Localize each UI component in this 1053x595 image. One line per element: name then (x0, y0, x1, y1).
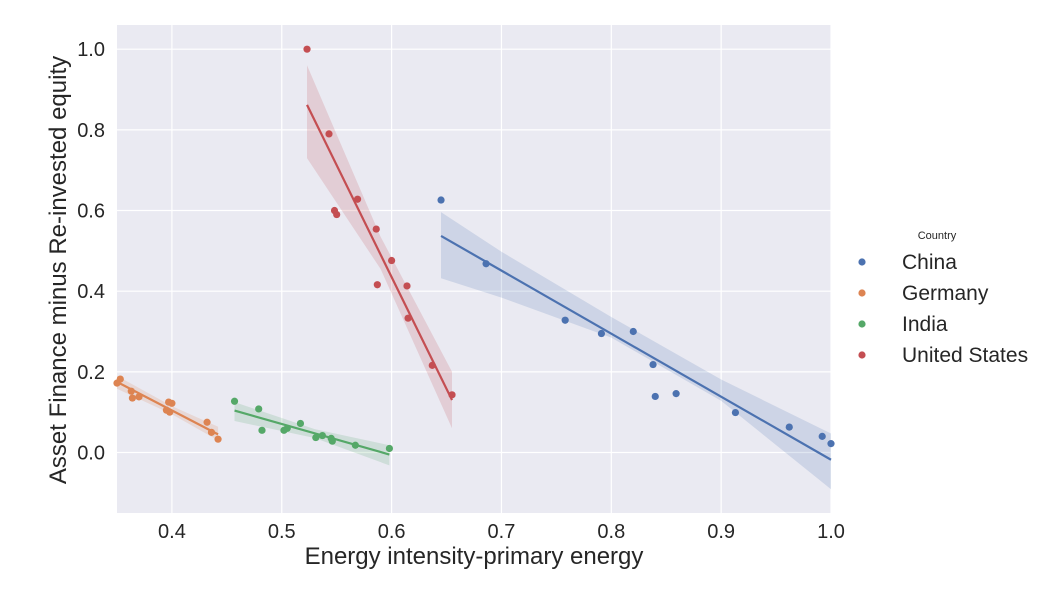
regression-line-india (234, 409, 390, 456)
data-point-china (827, 440, 835, 448)
data-point-china (672, 390, 680, 398)
data-point-united-states (428, 361, 436, 369)
y-tick-label: 0.2 (77, 362, 105, 384)
data-point-germany (166, 408, 174, 416)
x-tick-label: 0.9 (707, 521, 735, 543)
confidence-band-china (441, 212, 831, 490)
grid (117, 25, 832, 513)
data-point-united-states (373, 281, 381, 289)
data-point-china (437, 196, 445, 204)
scatter-points (113, 45, 835, 453)
legend-marker-china (858, 258, 866, 266)
data-point-united-states (333, 210, 341, 219)
data-point-united-states (372, 225, 380, 233)
x-tick-label: 0.8 (597, 521, 625, 543)
y-tick-label: 0.8 (77, 120, 105, 142)
x-tick-label: 1.0 (817, 521, 845, 543)
data-point-india (255, 405, 263, 413)
data-point-united-states (448, 391, 456, 399)
data-point-china (651, 392, 659, 401)
data-point-china (818, 432, 826, 440)
legend-title: Country (918, 230, 957, 242)
y-tick-label: 0.6 (77, 201, 105, 223)
regression-line-united-states (306, 104, 454, 401)
data-point-united-states (303, 45, 311, 53)
data-point-india (351, 441, 359, 449)
data-point-united-states (325, 130, 333, 138)
data-point-india (283, 424, 291, 432)
y-axis-ticks: 0.0 0.2 0.4 0.6 0.8 1.0 (77, 39, 105, 464)
data-point-germany (203, 418, 211, 426)
legend-marker-united-states (858, 351, 866, 359)
y-tick-label: 0.4 (77, 281, 105, 303)
legend-marker-germany (858, 289, 866, 297)
data-point-united-states (404, 314, 412, 322)
legend-label-united-states: United States (902, 344, 1028, 367)
data-point-germany (207, 428, 216, 436)
y-tick-label: 0.0 (77, 443, 105, 465)
y-axis-label: Asset Finance minus Re-invested equity (45, 56, 72, 484)
data-point-china (629, 327, 637, 336)
data-point-germany (127, 387, 135, 395)
data-point-united-states (403, 282, 411, 290)
x-tick-label: 0.4 (158, 521, 186, 543)
data-point-india (312, 433, 320, 442)
data-point-india (296, 419, 305, 428)
data-point-india (328, 437, 336, 445)
data-point-china (649, 360, 657, 369)
data-point-united-states (353, 195, 362, 203)
data-point-india (258, 426, 266, 434)
y-tick-label: 1.0 (77, 39, 105, 61)
legend-marker-india (858, 320, 866, 328)
regression-line-china (440, 234, 832, 461)
data-point-india (230, 397, 239, 405)
data-point-india (318, 431, 327, 440)
data-point-germany (168, 399, 176, 407)
x-tick-label: 0.7 (488, 521, 516, 543)
data-point-germany (128, 394, 136, 402)
x-axis-label: Energy intensity-primary energy (305, 543, 644, 570)
legend: Country China Germany India United States (858, 230, 1028, 367)
data-point-germany (116, 375, 124, 383)
legend-label-germany: Germany (902, 282, 989, 305)
legend-label-india: India (902, 313, 948, 336)
data-point-china (597, 329, 606, 338)
data-point-china (482, 260, 490, 268)
plot-background (117, 25, 831, 513)
x-tick-label: 0.6 (378, 521, 406, 543)
x-axis-ticks: 0.4 0.5 0.6 0.7 0.8 0.9 1.0 (158, 521, 845, 543)
data-point-china (785, 423, 793, 431)
data-point-china (561, 316, 569, 324)
data-point-india (385, 444, 394, 453)
confidence-band-india (234, 402, 390, 466)
data-point-china (731, 408, 740, 417)
x-tick-label: 0.5 (268, 521, 296, 543)
data-point-germany (214, 435, 222, 443)
confidence-band-united-states (307, 65, 452, 429)
data-point-united-states (388, 256, 396, 265)
legend-label-china: China (902, 251, 957, 274)
data-point-germany (135, 393, 143, 401)
